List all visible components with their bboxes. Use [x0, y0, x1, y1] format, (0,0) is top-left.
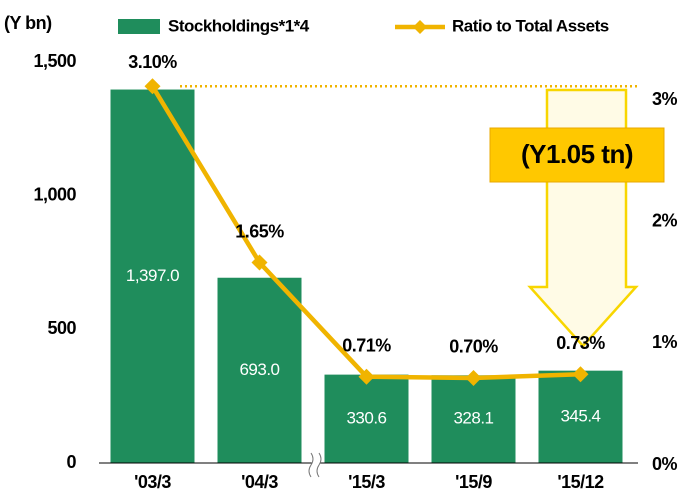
- bar-value-label: 693.0: [239, 360, 279, 379]
- bar: [431, 375, 516, 463]
- legend-marker: [413, 20, 427, 34]
- line-marker: [251, 254, 268, 271]
- y-tick-label: 500: [47, 318, 76, 338]
- y2-tick-label: 2%: [652, 211, 678, 231]
- y2-tick-label: 1%: [652, 332, 678, 352]
- annotation-box: [489, 127, 665, 183]
- line-marker: [465, 369, 482, 386]
- axis-break: [309, 453, 321, 477]
- bar-value-label: 345.4: [560, 406, 600, 425]
- line-value-label: 0.70%: [449, 337, 498, 357]
- axis-break: [308, 452, 322, 478]
- line-value-label: 1.65%: [235, 221, 284, 241]
- legend-label: Ratio to Total Assets: [452, 16, 609, 35]
- y-axis-label: (Y bn): [4, 13, 52, 33]
- line-marker: [572, 366, 589, 383]
- y2-tick-label: 0%: [652, 454, 678, 474]
- x-tick-label: '15/3: [348, 472, 385, 490]
- y-tick-label: 1,000: [33, 184, 76, 204]
- bar: [538, 370, 623, 463]
- y-tick-label: 0: [66, 452, 76, 472]
- bar: [110, 89, 195, 463]
- legend-label: Stockholdings*1*4: [168, 16, 310, 35]
- line-marker: [144, 78, 161, 95]
- legend-swatch: [118, 19, 160, 34]
- x-tick-label: '15/12: [557, 472, 604, 490]
- bar: [324, 374, 409, 463]
- y-tick-label: 1,500: [33, 51, 76, 71]
- bar-value-label: 330.6: [346, 408, 386, 427]
- line-value-label: 0.73%: [556, 333, 605, 353]
- bar-value-label: 328.1: [453, 409, 493, 428]
- annotation: (Y1.05 tn): [521, 139, 633, 169]
- bar: [217, 277, 302, 463]
- y2-tick-label: 3%: [652, 89, 678, 109]
- x-tick-label: '15/9: [455, 472, 492, 490]
- x-tick-label: '03/3: [134, 472, 171, 490]
- line-marker: [358, 368, 375, 385]
- line-value-label: 3.10%: [128, 52, 177, 72]
- bar-value-label: 1,397.0: [126, 266, 179, 285]
- line-value-label: 0.71%: [342, 335, 391, 355]
- x-tick-label: '04/3: [241, 472, 278, 490]
